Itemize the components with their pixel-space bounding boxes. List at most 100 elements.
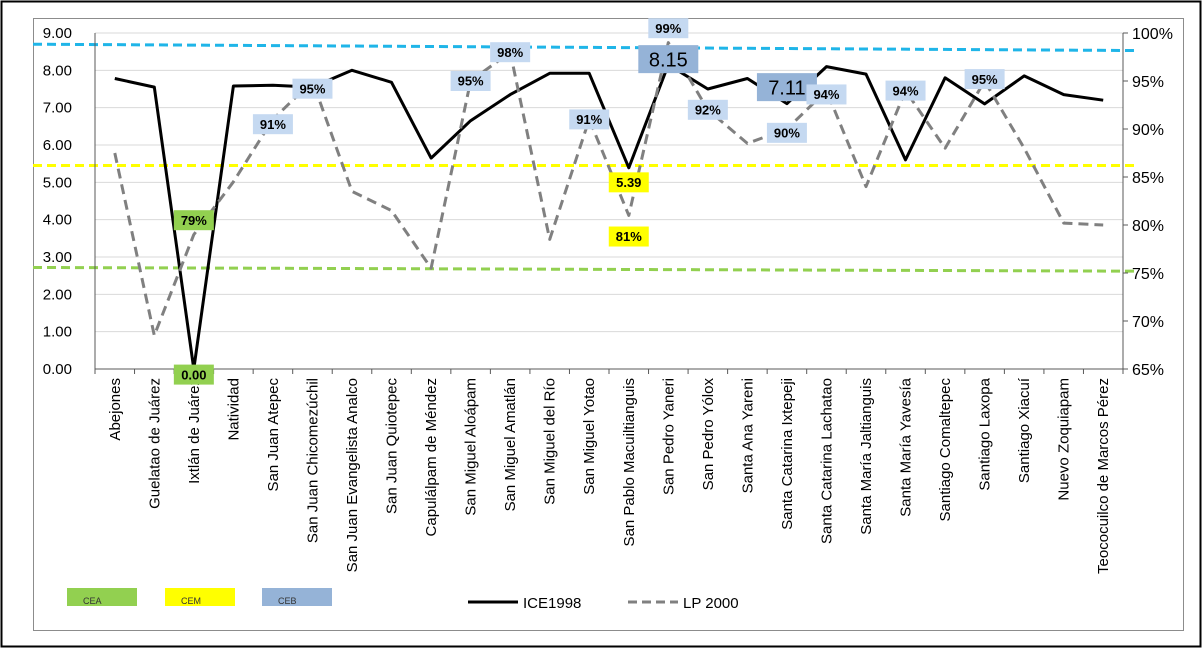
data-label-box [687,99,728,120]
x-axis-tick-label: Santa Catarina Lachatao [818,378,835,544]
legend-label: CEA [83,596,102,606]
data-label-text: 98% [497,45,523,60]
x-axis-tick-label: Santa María Jaltianguis [858,378,875,535]
right-axis-tick-label: 70% [1132,314,1164,331]
left-axis-tick-label: 1.00 [43,324,72,341]
data-label: 94% [806,84,847,105]
legend-swatch [165,588,235,606]
left-axis-tick-label: 5.00 [43,174,72,191]
data-label-text: 90% [774,126,800,141]
right-axis-tick-labels: 65% 70% 75% 80% 85% 90% 95% 100% [1123,26,1173,379]
data-label-text: 95% [299,81,325,96]
data-label-text: 8.15 [649,49,688,71]
left-axis-tick-label: 6.00 [43,137,72,154]
left-axis-tick-label: 8.00 [43,62,72,79]
data-labels: 79% 0.00 91% 95% 95% 98% 91% 5.39 81% 99% 8.15 92% 9… [173,18,1005,385]
left-axis-tick-label: 0.00 [43,361,72,378]
data-label-box [766,122,807,143]
left-axis-tick-label: 7.00 [43,100,72,117]
right-axis-tick-label: 85% [1132,170,1164,187]
x-axis-tick-label: San Miguel Amatlán [502,378,519,511]
data-label: 90% [766,122,807,143]
left-axis-tick-label: 3.00 [43,249,72,266]
data-label-text: 95% [972,72,998,87]
data-label: 5.39 [608,172,649,193]
series-line-lp-2000 [113,41,1104,337]
data-label-box [173,210,214,231]
legend-item-lp-2000: LP 2000 [628,595,739,612]
data-label-box [648,18,689,39]
data-label-text: 81% [616,229,642,244]
data-label: 95% [450,71,491,91]
x-axis-tick-label: San Juan Quiotepec [384,378,401,514]
data-label-text: 91% [576,112,602,127]
right-axis-tick-label: 75% [1132,266,1164,283]
data-label: 79% [173,210,214,231]
x-axis-tick-label: Santiago Laxopa [977,377,994,490]
x-axis-tick-label: Natividad [225,378,242,441]
data-label-box [608,172,649,193]
x-axis-tick-label: Santiago Xiacuí [1016,377,1033,483]
data-label-box [638,45,699,74]
reference-line-cea [32,265,1139,273]
data-label: 95% [292,78,333,99]
x-axis-tick-label: Abejones [107,378,124,441]
data-label-text: 7.11 [768,77,805,99]
data-label-box [885,80,926,101]
x-axis-tick-label: San Pedro Yólox [700,378,717,491]
data-label-text: 5.39 [616,175,641,190]
legend-label: CEM [181,596,201,606]
x-axis-tick-label: Teococuilco de Marcos Pérez [1095,378,1112,574]
x-axis-tick-label: Guelatao de Juárez [146,378,163,509]
data-label-box [490,42,531,63]
data-label: 81% [608,226,649,247]
right-axis-tick-label: 80% [1132,218,1164,235]
data-label: 92% [687,99,728,120]
right-axis-tick-label: 90% [1132,122,1164,139]
legend: CEA CEM CEB ICE1998 LP 2000 [67,588,739,612]
data-label: 7.11 [756,73,817,102]
x-axis-tick-label: San Pedro Yaneri [660,378,677,495]
data-label-text: 92% [695,102,721,117]
x-axis-tick-label: San Juan Evangelista Analco [344,378,361,572]
data-label: 98% [490,42,531,63]
right-axis-tick-label: 100% [1132,26,1173,43]
legend-swatch [262,588,332,606]
legend-item-cem: CEM [165,588,235,606]
left-axis-tick-labels: 0.00 1.00 2.00 3.00 4.00 5.00 6.00 7.00 8.00 9.00 [43,25,72,378]
data-label-text: 0.00 [181,367,206,382]
x-axis-tick-label: Capulálpam de Méndez [423,378,440,536]
data-label-text: 94% [893,83,919,98]
x-axis-tick-label: San Juan Atepec [265,378,282,492]
legend-item-cea: CEA [67,588,137,606]
data-label-box [964,69,1005,90]
x-axis-tick-label: Santa María Yavesía [898,377,915,516]
data-label-box [569,109,610,130]
x-axis-tick-labels: Abejones Guelatao de Juárez Ixtlán de Juár… [94,369,1124,574]
data-label-text: 99% [655,21,681,36]
x-axis-tick-label: Santa Catarina Ixtepeji [779,378,796,530]
data-label-box [806,84,847,105]
data-label-text: 79% [181,213,207,228]
x-axis-tick-label: Santa Ana Yareni [739,378,756,493]
x-axis-tick-label: San Miguel del Río [542,378,559,505]
chart-area-border [33,18,1184,631]
data-label: 91% [569,109,610,130]
reference-line-ceb [32,42,1139,53]
data-label-text: 94% [813,87,839,102]
x-axis-tick-label: San Juan Chicomezúchil [304,378,321,543]
legend-item-ceb: CEB [262,588,332,606]
legend-item-ice1998: ICE1998 [468,595,581,612]
left-axis-tick-label: 2.00 [43,286,72,303]
legend-label: LP 2000 [683,595,739,612]
x-axis-tick-label: San Pablo Macuiltianguis [621,378,638,546]
data-label-box [608,226,649,247]
legend-swatch [67,588,137,606]
data-label: 0.00 [173,364,214,385]
data-label-box [292,78,333,99]
left-axis-tick-label: 9.00 [43,25,72,42]
x-axis-tick-label: Ixtlán de Juárez [186,378,203,484]
data-label-box [173,364,214,385]
